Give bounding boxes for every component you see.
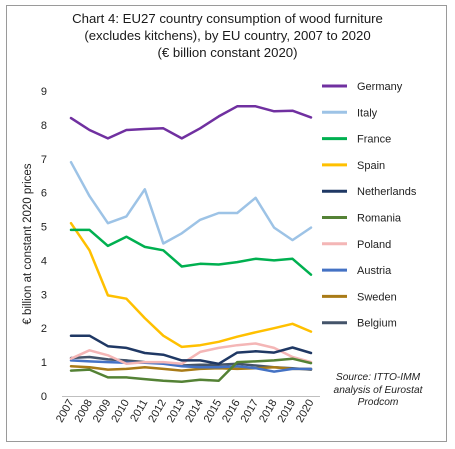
y-tick-label: 2 (41, 323, 47, 335)
x-tick-label: 2016 (220, 398, 243, 425)
legend-label-austria: Austria (357, 265, 392, 277)
source-line-3: Prodcom (357, 397, 399, 409)
chart-title-line-3: (€ billion constant 2020) (157, 45, 298, 60)
legend-label-belgium: Belgium (357, 318, 397, 330)
legend-label-poland: Poland (357, 239, 391, 251)
y-tick-label: 6 (41, 188, 47, 200)
source-line-1: Source: ITTO-IMM (335, 372, 421, 383)
y-tick-label: 0 (41, 391, 47, 403)
x-tick-label: 2012 (146, 398, 169, 425)
source-line-2: analysis of Eurostat (333, 384, 423, 396)
legend-label-france: France (357, 134, 391, 146)
chart-title-line-2: (excludes kitchens), by EU country, 2007… (84, 28, 371, 43)
y-tick-label: 5 (41, 222, 47, 234)
series-line-germany (69, 105, 313, 140)
series-line-sweden (69, 364, 313, 372)
x-tick-label: 2009 (91, 398, 114, 425)
legend-label-italy: Italy (357, 107, 378, 119)
series-line-austria (69, 359, 313, 373)
legend-label-sweden: Sweden (357, 291, 397, 303)
x-tick-label: 2010 (109, 398, 132, 425)
y-tick-label: 7 (41, 154, 47, 166)
y-tick-label: 1 (41, 357, 47, 369)
y-tick-label: 8 (41, 120, 47, 132)
chart-title-line-1: Chart 4: EU27 country consumption of woo… (72, 11, 383, 26)
y-tick-label: 4 (41, 255, 47, 267)
legend: Germany Italy France Spain Netherlands Romani… (322, 81, 417, 330)
legend-label-spain: Spain (357, 160, 385, 172)
x-tick-label: 2014 (183, 398, 206, 425)
series-line-poland (69, 342, 313, 366)
x-tick-label: 2018 (257, 398, 280, 425)
y-axis-title: € billion at constant 2020 prices (22, 163, 34, 324)
x-tick-label: 2015 (202, 398, 225, 425)
y-tick-label: 9 (41, 86, 47, 98)
legend-label-netherlands: Netherlands (357, 186, 417, 198)
axis-layer: 0123456789200720082009201020112012201320… (22, 86, 320, 425)
source-note: Source: ITTO-IMM analysis of Eurostat Pr… (322, 372, 434, 410)
x-tick-label: 2019 (276, 398, 299, 425)
x-tick-label: 2008 (72, 398, 95, 425)
x-tick-label: 2020 (294, 398, 317, 425)
x-tick-label: 2017 (239, 398, 262, 425)
series-line-italy (69, 160, 313, 245)
series-line-spain (69, 221, 313, 349)
legend-label-germany: Germany (357, 81, 403, 93)
x-tick-label: 2013 (165, 398, 188, 425)
series-layer (69, 105, 313, 384)
series-line-france (69, 228, 313, 276)
x-tick-label: 2007 (54, 398, 77, 425)
legend-label-romania: Romania (357, 213, 402, 225)
series-line-romania (69, 357, 313, 384)
series-line-netherlands (69, 334, 313, 366)
y-tick-label: 3 (41, 289, 47, 301)
